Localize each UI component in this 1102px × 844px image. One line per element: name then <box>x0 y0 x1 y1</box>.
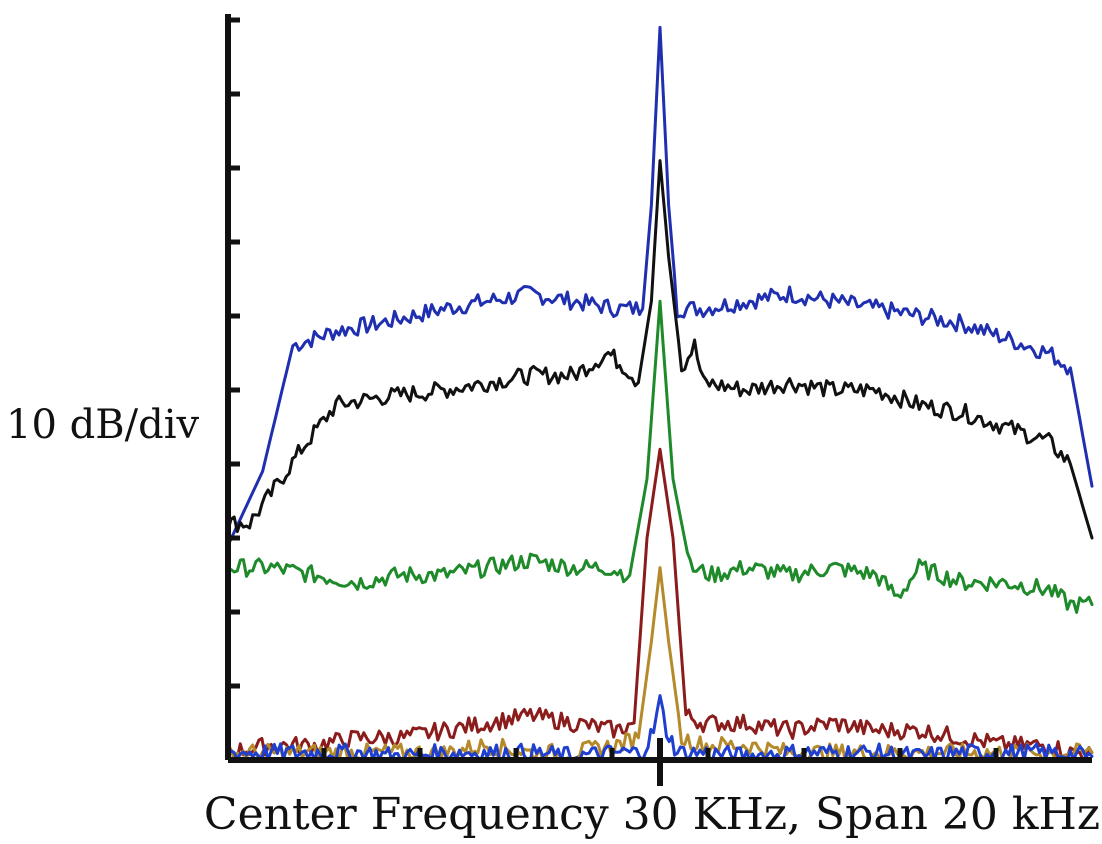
series-line-2 <box>226 159 1094 540</box>
series-line-1 <box>226 25 1094 547</box>
series-line-3 <box>226 299 1094 614</box>
y-axis-label: 10 dB/div <box>6 402 199 448</box>
x-axis-label: Center Frequency 30 KHz, Span 20 kHz <box>204 789 1100 840</box>
series-line-6 <box>226 694 1094 762</box>
series-line-4 <box>226 447 1094 761</box>
series-layer <box>226 25 1094 762</box>
axis-layer <box>225 14 1092 786</box>
